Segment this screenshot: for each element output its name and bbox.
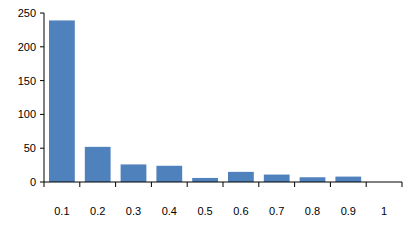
x-tick	[115, 182, 116, 187]
bars	[49, 20, 361, 182]
y-tick	[40, 80, 44, 81]
y-tick-label: 50	[24, 142, 36, 154]
y-tick-label: 200	[18, 41, 36, 53]
bar	[121, 164, 147, 182]
y-tick	[40, 148, 44, 149]
x-tick-label: 0.7	[269, 205, 284, 217]
bar	[300, 177, 326, 182]
x-tick	[330, 182, 331, 187]
x-tick	[402, 182, 403, 187]
bar	[335, 177, 361, 182]
y-tick-label: 250	[18, 7, 36, 19]
x-tick-label: 0.9	[341, 205, 356, 217]
bar	[264, 175, 290, 182]
bar	[49, 20, 75, 182]
x-tick-label: 0.3	[126, 205, 141, 217]
chart-svg: 0 50 100 150 200 250 0.1 0.2 0.3 0.4 0.5 0.6 0.7 0.8 0…	[0, 0, 411, 229]
y-tick	[40, 46, 44, 47]
x-tick-label: 1	[381, 205, 387, 217]
x-tick-label: 0.4	[162, 205, 177, 217]
y-tick	[40, 13, 44, 14]
x-tick-label: 0.1	[54, 205, 69, 217]
y-tick-label: 0	[30, 176, 36, 188]
x-tick	[223, 182, 224, 187]
y-tick-label: 100	[18, 108, 36, 120]
x-tick	[44, 182, 45, 187]
x-tick	[187, 182, 188, 187]
x-tick-label: 0.6	[233, 205, 248, 217]
y-tick-label: 150	[18, 75, 36, 87]
x-tick-label: 0.2	[90, 205, 105, 217]
x-tick	[294, 182, 295, 187]
bar	[85, 147, 111, 182]
y-axis-line	[44, 13, 45, 182]
x-tick	[258, 182, 259, 187]
x-tick	[151, 182, 152, 187]
x-tick	[366, 182, 367, 187]
x-tick	[79, 182, 80, 187]
x-tick-label: 0.5	[197, 205, 212, 217]
y-tick	[40, 182, 44, 183]
bar	[228, 172, 254, 182]
bar	[192, 178, 218, 182]
x-tick-label: 0.8	[305, 205, 320, 217]
y-tick	[40, 114, 44, 115]
chart-container: 0 50 100 150 200 250 0.1 0.2 0.3 0.4 0.5 0.6 0.7 0.8 0…	[0, 0, 411, 229]
bar	[156, 166, 182, 182]
